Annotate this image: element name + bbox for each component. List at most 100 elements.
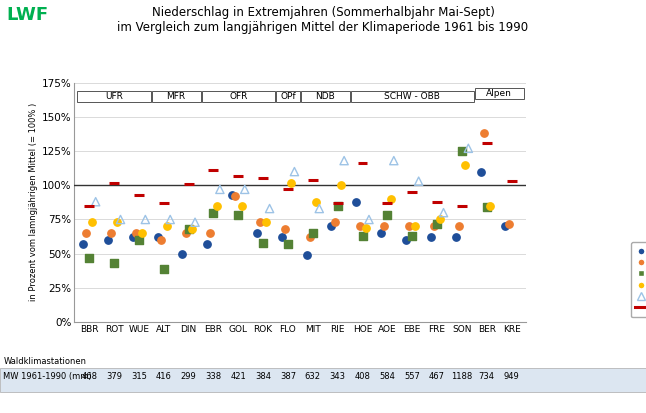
Point: [140, 216, 151, 223]
Point: [453, 223, 464, 230]
Point: [336, 182, 346, 189]
Text: Waldklimastationen: Waldklimastationen: [3, 357, 86, 366]
Text: OPf: OPf: [280, 92, 296, 101]
Text: Niederschlag in Extremjahren (Sommerhalbjahr Mai-Sept)
im Vergleich zum langjähr: Niederschlag in Extremjahren (Sommerhalb…: [118, 6, 528, 34]
Point: [190, 219, 200, 225]
Text: 338: 338: [205, 372, 222, 381]
Text: 384: 384: [255, 372, 271, 381]
Point: [214, 186, 225, 193]
Point: [158, 266, 169, 272]
Text: MFR: MFR: [167, 92, 185, 101]
Point: [429, 223, 439, 230]
Point: [360, 224, 371, 231]
Text: Alpen: Alpen: [486, 89, 512, 98]
Point: [329, 219, 340, 225]
Text: LWF: LWF: [6, 6, 48, 24]
Point: [484, 202, 495, 209]
Point: [227, 192, 237, 198]
Point: [112, 219, 123, 225]
Text: 315: 315: [131, 372, 147, 381]
Point: [84, 254, 94, 261]
Text: 387: 387: [280, 372, 296, 381]
Point: [386, 196, 396, 202]
Point: [258, 240, 268, 246]
Point: [156, 237, 166, 243]
Point: [382, 212, 393, 218]
Point: [261, 219, 271, 225]
Point: [305, 234, 315, 241]
Point: [435, 216, 446, 223]
Point: [463, 145, 474, 152]
Text: 379: 379: [106, 372, 122, 381]
Point: [401, 237, 411, 243]
FancyBboxPatch shape: [78, 91, 151, 102]
Point: [230, 193, 240, 199]
Point: [407, 233, 417, 239]
Point: [276, 234, 287, 241]
Point: [432, 220, 443, 227]
Point: [81, 230, 91, 237]
Point: [479, 130, 489, 137]
Point: [137, 230, 147, 237]
Point: [240, 186, 250, 193]
FancyBboxPatch shape: [152, 91, 200, 102]
Point: [165, 216, 175, 223]
Text: 584: 584: [379, 372, 395, 381]
Point: [333, 202, 343, 209]
Point: [177, 250, 187, 257]
Point: [500, 223, 510, 230]
Text: NDB: NDB: [315, 92, 335, 101]
Point: [283, 241, 293, 247]
Text: 557: 557: [404, 372, 420, 381]
Point: [503, 220, 514, 227]
Text: 468: 468: [81, 372, 97, 381]
Point: [205, 230, 216, 237]
Point: [280, 226, 290, 233]
Point: [460, 161, 470, 168]
Point: [307, 230, 318, 237]
Point: [264, 205, 275, 212]
Text: 1188: 1188: [452, 372, 472, 381]
Y-axis label: in Prozent vom lamngjährigen Mittel (= 100% ): in Prozent vom lamngjährigen Mittel (= 1…: [28, 103, 37, 301]
Point: [202, 241, 213, 247]
Point: [187, 226, 197, 233]
Text: 467: 467: [429, 372, 445, 381]
Point: [208, 209, 218, 216]
Text: 408: 408: [355, 372, 370, 381]
Point: [389, 157, 399, 164]
Point: [326, 223, 337, 230]
Point: [450, 234, 461, 241]
FancyBboxPatch shape: [351, 91, 474, 102]
Text: 632: 632: [305, 372, 321, 381]
Text: 343: 343: [329, 372, 346, 381]
Point: [116, 216, 126, 223]
FancyBboxPatch shape: [301, 91, 349, 102]
Point: [109, 260, 120, 266]
Point: [475, 168, 486, 175]
Point: [90, 198, 101, 205]
Point: [439, 209, 449, 216]
Legend: 2003, 2015, 2018, 2019, 2020, Mittel91-20: 2003, 2015, 2018, 2019, 2020, Mittel91-2…: [630, 242, 646, 318]
Point: [426, 234, 436, 241]
FancyBboxPatch shape: [276, 91, 300, 102]
Point: [183, 226, 194, 233]
Point: [180, 230, 191, 237]
Text: 299: 299: [181, 372, 196, 381]
Point: [314, 205, 324, 212]
Text: 416: 416: [156, 372, 172, 381]
Point: [376, 230, 386, 237]
Point: [127, 234, 138, 241]
Point: [339, 157, 349, 164]
Point: [236, 202, 247, 209]
Text: UFR: UFR: [105, 92, 123, 101]
Text: 421: 421: [231, 372, 246, 381]
Point: [355, 223, 365, 230]
Point: [302, 252, 312, 259]
Point: [233, 212, 244, 218]
Point: [357, 233, 368, 239]
FancyBboxPatch shape: [202, 91, 275, 102]
Point: [78, 241, 88, 247]
Text: SCHW - OBB: SCHW - OBB: [384, 92, 440, 101]
Text: 949: 949: [504, 372, 519, 381]
Point: [481, 204, 492, 211]
